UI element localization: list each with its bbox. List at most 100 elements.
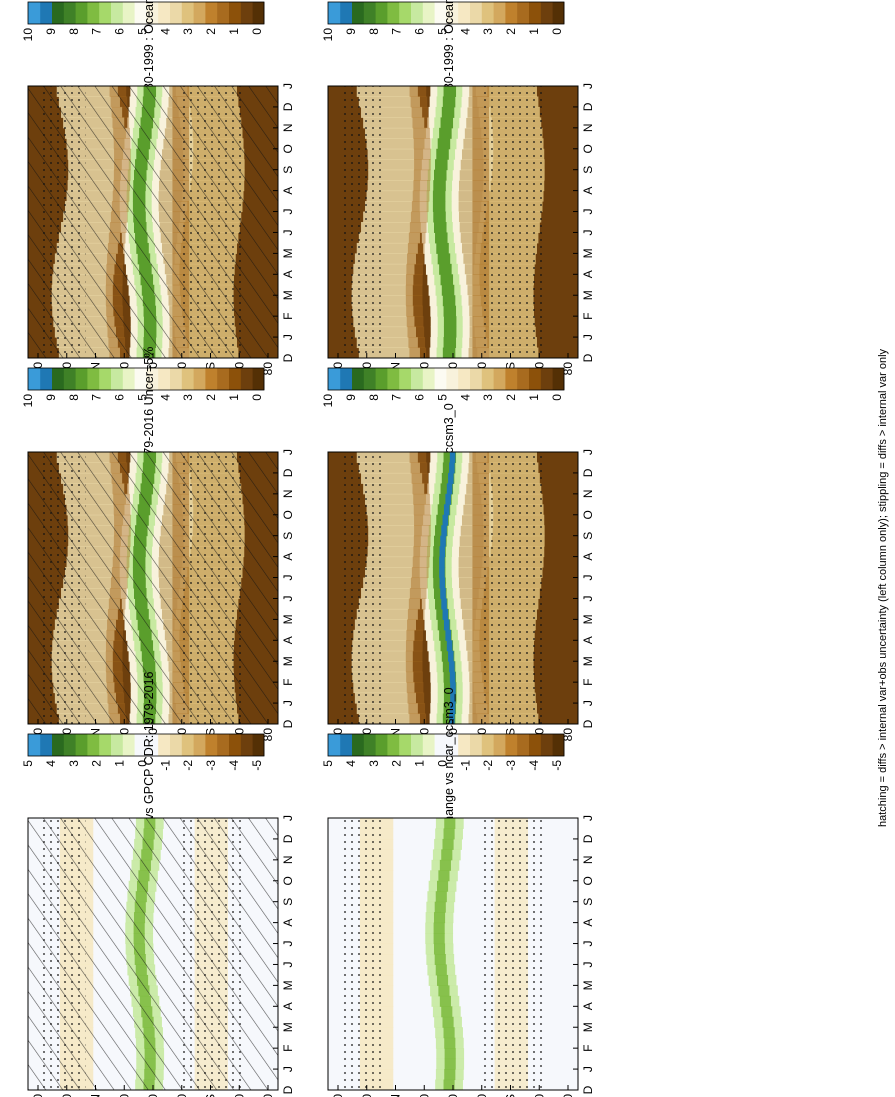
subtropical-dry-north [413, 138, 431, 150]
month-tick-label: N [581, 856, 595, 865]
subtropical-dry-south [472, 682, 490, 694]
itcz-peak [449, 703, 456, 715]
month-tick-label: J [581, 209, 595, 215]
colorbar-tick-label: 8 [367, 394, 381, 401]
colorbar-tick-label: 4 [158, 394, 172, 401]
subtropical-dry-south [472, 472, 490, 484]
colorbar-swatch [351, 2, 364, 24]
colorbar-tick-label: -1 [458, 760, 472, 771]
diff-positive-core [433, 933, 445, 945]
subtropical-dry-south [472, 148, 490, 160]
colorbar-swatch [39, 368, 52, 390]
colorbar-tick-label: 3 [181, 28, 195, 35]
colorbar-swatch [181, 368, 194, 390]
subtropical-dry-south [472, 159, 490, 171]
colorbar-swatch [193, 2, 206, 24]
colorbar-swatch [375, 734, 388, 756]
lat-tick-label: 60 [360, 1094, 374, 1097]
colorbar-swatch [540, 368, 553, 390]
spcz-band [446, 106, 491, 118]
storm-track-north [356, 337, 418, 349]
subtropical-dry-north [411, 106, 429, 118]
subtropical-dry-north [408, 337, 426, 349]
itcz-core [443, 86, 457, 97]
month-tick-label: S [281, 532, 295, 540]
colorbar-tick-label: 8 [67, 394, 81, 401]
subtropical-dry-north [414, 148, 431, 160]
colorbar-swatch [51, 2, 64, 24]
colorbar-swatch [328, 368, 341, 390]
subtropical-dry-south [472, 242, 490, 254]
subtropical-dry-south [472, 483, 490, 495]
colorbar-swatch [457, 2, 470, 24]
colorbar-swatch [75, 2, 88, 24]
colorbar-tick-label: 5 [435, 394, 449, 401]
month-tick-label: J [581, 815, 595, 821]
colorbar-swatch [75, 734, 88, 756]
colorbar-swatch [469, 2, 482, 24]
colorbar-swatch [157, 368, 170, 390]
month-tick-label: D [281, 834, 295, 843]
colorbar-tick-label: 0 [550, 394, 564, 401]
month-tick-label: D [581, 468, 595, 477]
colorbar-swatch [328, 734, 341, 756]
colorbar-tick-label: 1 [527, 28, 541, 35]
subtropical-dry-north [413, 169, 431, 181]
panel-1: 109876543210cccma_cgcm3_1: Years 1980-19… [321, 0, 595, 375]
diff-positive-core [442, 1016, 454, 1028]
colorbar-tick-label: 1 [227, 394, 241, 401]
colorbar-tick-label: 1 [413, 760, 427, 767]
month-tick-label: O [581, 510, 595, 519]
storm-track-north [363, 117, 425, 129]
subtropical-dry-south [472, 556, 490, 568]
spcz-band [439, 222, 484, 233]
itcz-core [435, 159, 448, 171]
colorbar-tick-label: 6 [413, 394, 427, 401]
colorbar-swatch [528, 734, 541, 756]
diff-positive-core [439, 995, 451, 1007]
month-tick-label: J [581, 595, 595, 601]
subtropical-dry-south [472, 629, 490, 641]
month-tick-label: J [581, 941, 595, 947]
spcz-band [439, 588, 484, 599]
itcz-core [434, 222, 447, 233]
itcz-peak [439, 556, 445, 568]
month-tick-label: D [581, 102, 595, 111]
itcz-peak [448, 472, 454, 484]
subtropical-dry-south [472, 671, 490, 683]
subtropical-dry-south [472, 222, 490, 233]
month-tick-label: F [581, 312, 595, 319]
diff-positive-core [444, 1069, 456, 1081]
subtropical-dry-north [409, 222, 427, 233]
itcz-peak [448, 650, 454, 662]
colorbar-swatch [169, 2, 182, 24]
subtropical-dry-north [410, 577, 428, 589]
subtropical-dry-north [412, 483, 430, 495]
subtropical-dry-south [472, 567, 490, 579]
colorbar-swatch [51, 734, 64, 756]
colorbar-tick-label: 3 [181, 394, 195, 401]
colorbar-tick-label: 3 [67, 760, 81, 767]
storm-track-north [367, 546, 429, 558]
subtropical-dry-north [414, 525, 431, 537]
diff-positive-core [444, 1058, 456, 1070]
colorbar-frame [327, 367, 565, 391]
month-tick-label: N [581, 124, 595, 133]
subtropical-dry-north [406, 305, 423, 317]
lat-tick-label: 80 [561, 1094, 575, 1097]
itcz-core [443, 337, 457, 349]
colorbar-swatch [446, 734, 459, 756]
subtropical-dry-south [472, 337, 490, 349]
subtropical-dry-north [410, 96, 428, 108]
subtropical-dry-south [472, 86, 490, 97]
colorbar-swatch [505, 2, 518, 24]
subtropical-dry-north [407, 608, 425, 620]
colorbar-swatch [339, 2, 352, 24]
storm-track-north [368, 525, 430, 537]
spcz-band [442, 567, 488, 579]
month-tick-label: A [581, 919, 595, 927]
month-tick-label: F [581, 678, 595, 685]
month-tick-label: J [581, 449, 595, 455]
